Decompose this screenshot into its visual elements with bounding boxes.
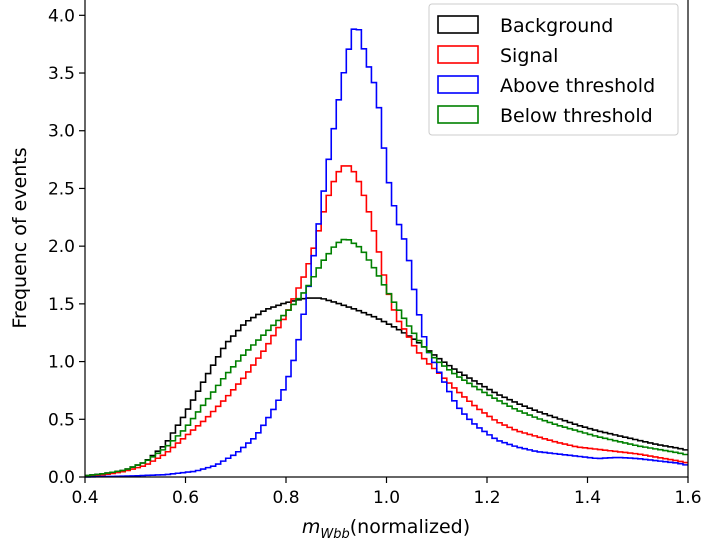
- legend-swatch: [437, 75, 479, 94]
- legend-label: Above threshold: [500, 75, 655, 97]
- x-axis-ticks: 0.4 0.6 0.8 1.0 1.2 1.4 1.6: [71, 477, 702, 508]
- legend-label: Background: [500, 15, 613, 37]
- x-tick-label: 1.2: [473, 488, 500, 508]
- y-tick-label: 3.5: [48, 64, 75, 84]
- x-tick-label: 1.6: [674, 488, 701, 508]
- x-tick-label: 0.8: [272, 488, 299, 508]
- series-line-below-threshold: [85, 238, 688, 477]
- legend-swatch: [437, 45, 479, 64]
- x-tick-label: 1.4: [574, 488, 601, 508]
- series-line-background: [85, 297, 688, 477]
- y-tick-label: 0.0: [48, 468, 75, 488]
- series-line-above-threshold: [85, 28, 688, 478]
- legend-swatch: [437, 15, 479, 34]
- legend-swatch: [437, 105, 479, 124]
- legend-box: [428, 3, 679, 136]
- x-tick-label: 0.4: [71, 488, 98, 508]
- x-tick-label: 1.0: [373, 488, 400, 508]
- series-layer: [85, 28, 688, 478]
- y-tick-label: 0.5: [48, 410, 75, 430]
- y-axis-ticks: 0.0 0.5 1.0 1.5 2.0 2.5 3.0 3.5 4.0: [48, 6, 85, 488]
- y-axis-label: Frequenc of events: [9, 147, 31, 328]
- y-tick-label: 3.0: [48, 122, 75, 142]
- legend-label: Signal: [500, 45, 558, 67]
- y-tick-label: 1.5: [48, 295, 75, 315]
- y-tick-label: 2.5: [48, 179, 75, 199]
- x-tick-label: 0.6: [172, 488, 199, 508]
- x-axis-label: mWbb(normalized): [302, 516, 470, 542]
- y-tick-label: 1.0: [48, 353, 75, 373]
- legend-label: Below threshold: [500, 105, 653, 127]
- y-tick-label: 4.0: [48, 6, 75, 26]
- legend: Background Signal Above threshold Below thr…: [428, 3, 679, 136]
- y-tick-label: 2.0: [48, 237, 75, 257]
